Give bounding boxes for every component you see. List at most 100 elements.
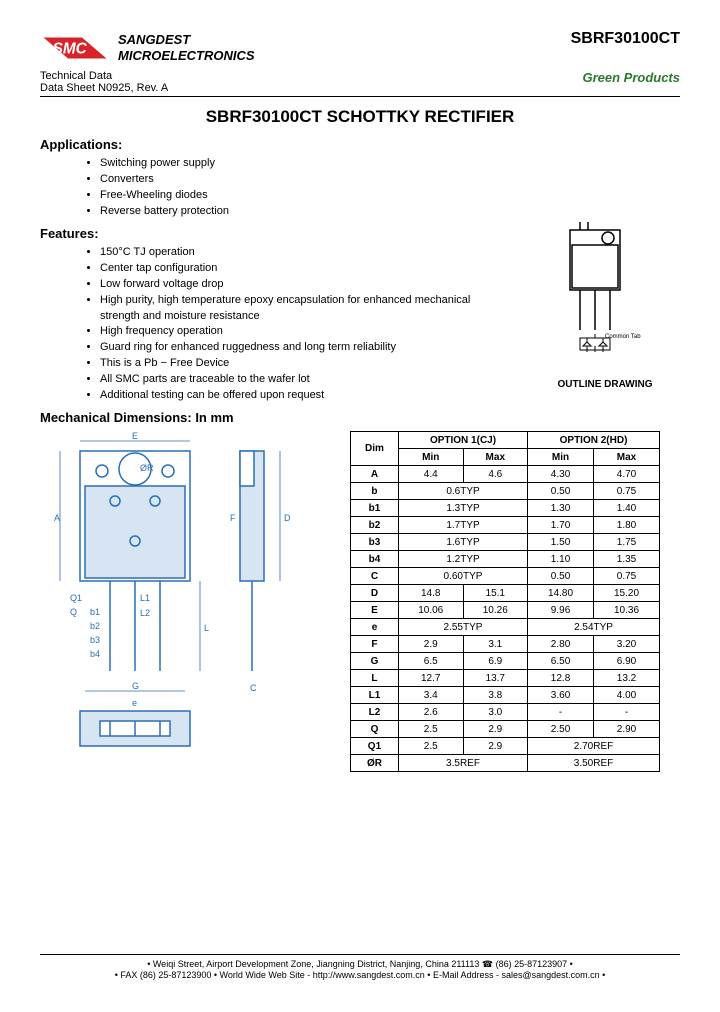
list-item: Free-Wheeling diodes [100,188,680,204]
outline-drawing-block: Common Tab OUTLINE DRAWING [530,220,680,390]
value-cell: 1.2TYP [398,551,527,568]
table-row: A4.44.64.304.70 [351,466,660,483]
value-cell: 3.0 [463,704,528,721]
pin-label: Common Tab [605,334,641,340]
svg-text:E: E [132,431,138,441]
value-cell: 4.4 [398,466,463,483]
features-list: 150°C TJ operationCenter tap configurati… [100,245,510,404]
value-cell: 1.80 [594,517,660,534]
svg-text:C: C [250,683,257,693]
value-cell: 1.70 [528,517,594,534]
sub-header: Technical Data Data Sheet N0925, Rev. A … [40,70,680,94]
col-dim: Dim [351,432,399,466]
value-cell: 12.7 [398,670,463,687]
table-row: D14.815.114.8015.20 [351,585,660,602]
value-cell: 2.50 [528,721,594,738]
value-cell: 2.5 [398,738,463,755]
mechanical-drawing-icon: E A L b1 b2 b3 b4 L1 L2 Q1 Q G D F C e Ø [40,431,340,771]
company-name: SANGDEST MICROELECTRONICS [118,32,255,63]
dim-cell: A [351,466,399,483]
mechanical-drawing: E A L b1 b2 b3 b4 L1 L2 Q1 Q G D F C e Ø [40,431,340,774]
table-row: b11.3TYP1.301.40 [351,500,660,517]
value-cell: 2.70REF [528,738,660,755]
value-cell: 14.8 [398,585,463,602]
svg-text:L2: L2 [140,608,150,618]
value-cell: 2.5 [398,721,463,738]
technical-data-label: Technical Data [40,70,168,82]
dimensions-table: Dim OPTION 1(CJ) OPTION 2(HD) Min Max Mi… [350,431,660,772]
value-cell: 0.6TYP [398,483,527,500]
green-products-label: Green Products [582,70,680,94]
features-heading: Features: [40,226,510,241]
svg-text:Q: Q [70,607,77,617]
table-row: b21.7TYP1.701.80 [351,517,660,534]
value-cell: 2.6 [398,704,463,721]
value-cell: 4.30 [528,466,594,483]
svg-text:D: D [284,513,291,523]
table-row: Q2.52.92.502.90 [351,721,660,738]
value-cell: 3.5REF [398,755,527,772]
value-cell: 0.75 [594,568,660,585]
value-cell: 6.9 [463,653,528,670]
table-row: b0.6TYP0.500.75 [351,483,660,500]
value-cell: 14.80 [528,585,594,602]
value-cell: 4.70 [594,466,660,483]
value-cell: 3.60 [528,687,594,704]
svg-text:L: L [204,623,209,633]
value-cell: 2.90 [594,721,660,738]
value-cell: 13.2 [594,670,660,687]
value-cell: 10.06 [398,602,463,619]
value-cell: 0.60TYP [398,568,527,585]
value-cell: 1.30 [528,500,594,517]
value-cell: - [594,704,660,721]
svg-text:b1: b1 [90,607,100,617]
value-cell: 3.1 [463,636,528,653]
part-number: SBRF30100CT [571,30,680,48]
table-row: F2.93.12.803.20 [351,636,660,653]
logo-block: SMC SANGDEST MICROELECTRONICS [40,30,255,66]
value-cell: 3.50REF [528,755,660,772]
value-cell: 3.20 [594,636,660,653]
value-cell: 2.55TYP [398,619,527,636]
dim-cell: ØR [351,755,399,772]
header: SMC SANGDEST MICROELECTRONICS SBRF30100C… [40,30,680,66]
value-cell: 4.6 [463,466,528,483]
mechanical-heading: Mechanical Dimensions: In mm [40,410,680,425]
value-cell: 1.10 [528,551,594,568]
svg-text:L1: L1 [140,593,150,603]
table-row: ØR3.5REF3.50REF [351,755,660,772]
dim-cell: Q1 [351,738,399,755]
value-cell: 1.40 [594,500,660,517]
table-row: G6.56.96.506.90 [351,653,660,670]
header-divider [40,96,680,97]
list-item: Reverse battery protection [100,204,680,220]
dim-cell: C [351,568,399,585]
value-cell: 1.7TYP [398,517,527,534]
value-cell: 1.75 [594,534,660,551]
value-cell: 13.7 [463,670,528,687]
value-cell: 0.50 [528,568,594,585]
col-max2: Max [594,449,660,466]
outline-drawing-label: OUTLINE DRAWING [530,379,680,390]
applications-list: Switching power supplyConvertersFree-Whe… [100,156,680,220]
value-cell: 6.90 [594,653,660,670]
svg-text:ØR: ØR [140,463,154,473]
col-min1: Min [398,449,463,466]
svg-text:SMC: SMC [53,41,88,58]
value-cell: 2.80 [528,636,594,653]
list-item: Center tap configuration [100,261,510,277]
svg-text:G: G [132,681,139,691]
col-opt1: OPTION 1(CJ) [398,432,527,449]
page-title: SBRF30100CT SCHOTTKY RECTIFIER [40,107,680,127]
dim-cell: E [351,602,399,619]
dim-cell: L1 [351,687,399,704]
value-cell: 2.54TYP [528,619,660,636]
table-row: L22.63.0-- [351,704,660,721]
dim-cell: F [351,636,399,653]
svg-text:Q1: Q1 [70,593,82,603]
svg-text:F: F [230,513,236,523]
value-cell: 2.9 [463,738,528,755]
col-max1: Max [463,449,528,466]
dim-cell: D [351,585,399,602]
value-cell: 0.50 [528,483,594,500]
